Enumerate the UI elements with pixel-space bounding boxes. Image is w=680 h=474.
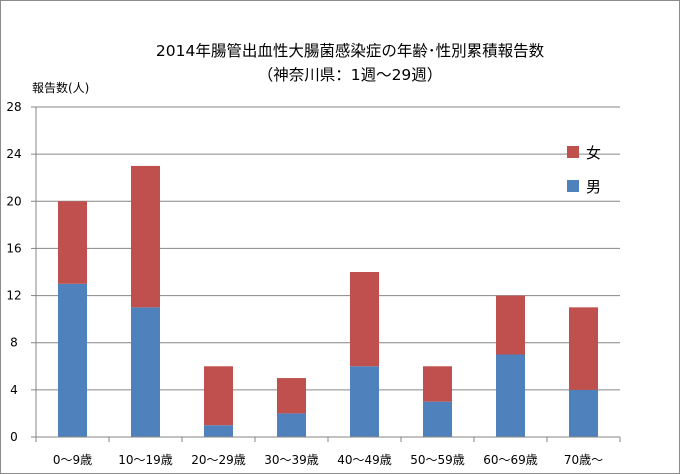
- axis-layer: [31, 106, 621, 442]
- bar-segment-female: [496, 295, 525, 355]
- bar-segment-female: [131, 165, 160, 308]
- legend-label-female: 女: [586, 144, 601, 162]
- bar-segment-male: [58, 283, 87, 437]
- legend-swatch-male: [567, 180, 579, 192]
- chart-subtitle: （神奈川県：1週～29週）: [258, 66, 443, 84]
- bar-segment-male: [131, 307, 160, 437]
- y-tick-label: 12: [6, 289, 21, 303]
- bar-segment-male: [496, 354, 525, 437]
- y-tick-label: 8: [10, 336, 18, 350]
- bar-segment-male: [350, 366, 379, 437]
- tick-label-layer: 0 4 8 12 16 20 24 28 0～9歳 10～19歳 20～29歳 30～39歳 40～49…: [6, 100, 603, 467]
- bar-segment-female: [423, 366, 452, 402]
- bar-segment-female: [58, 201, 87, 284]
- x-tick-label: 70歳～: [564, 453, 603, 467]
- legend-swatch-female: [567, 146, 579, 158]
- y-tick-label: 4: [10, 383, 18, 397]
- bar-segment-female: [569, 307, 598, 390]
- y-tick-label: 28: [6, 100, 21, 114]
- chart-title: 2014年腸管出血性大腸菌感染症の年齢･性別累積報告数: [156, 42, 545, 60]
- x-tick-label: 40～49歳: [337, 453, 392, 467]
- legend: 女 男: [567, 144, 601, 196]
- legend-label-male: 男: [586, 178, 601, 196]
- y-tick-label: 16: [6, 241, 21, 255]
- bar-segment-female: [277, 378, 306, 414]
- x-tick-label: 10～19歳: [118, 453, 173, 467]
- bar-segment-male: [569, 389, 598, 437]
- bar-segment-male: [204, 425, 233, 437]
- x-tick-label: 60～69歳: [483, 453, 538, 467]
- y-tick-label: 0: [10, 430, 18, 444]
- bar-segment-male: [423, 401, 452, 437]
- x-tick-label: 0～9歳: [53, 453, 92, 467]
- bar-segment-female: [204, 366, 233, 426]
- bar-layer: [58, 165, 598, 437]
- bar-segment-female: [350, 272, 379, 367]
- y-tick-label: 20: [6, 194, 21, 208]
- y-tick-label: 24: [6, 147, 21, 161]
- grid-layer: [36, 106, 620, 391]
- x-tick-label: 30～39歳: [264, 453, 319, 467]
- x-tick-label: 50～59歳: [410, 453, 465, 467]
- x-tick-label: 20～29歳: [191, 453, 246, 467]
- y-axis-title: 報告数(人): [32, 80, 89, 95]
- bar-segment-male: [277, 413, 306, 437]
